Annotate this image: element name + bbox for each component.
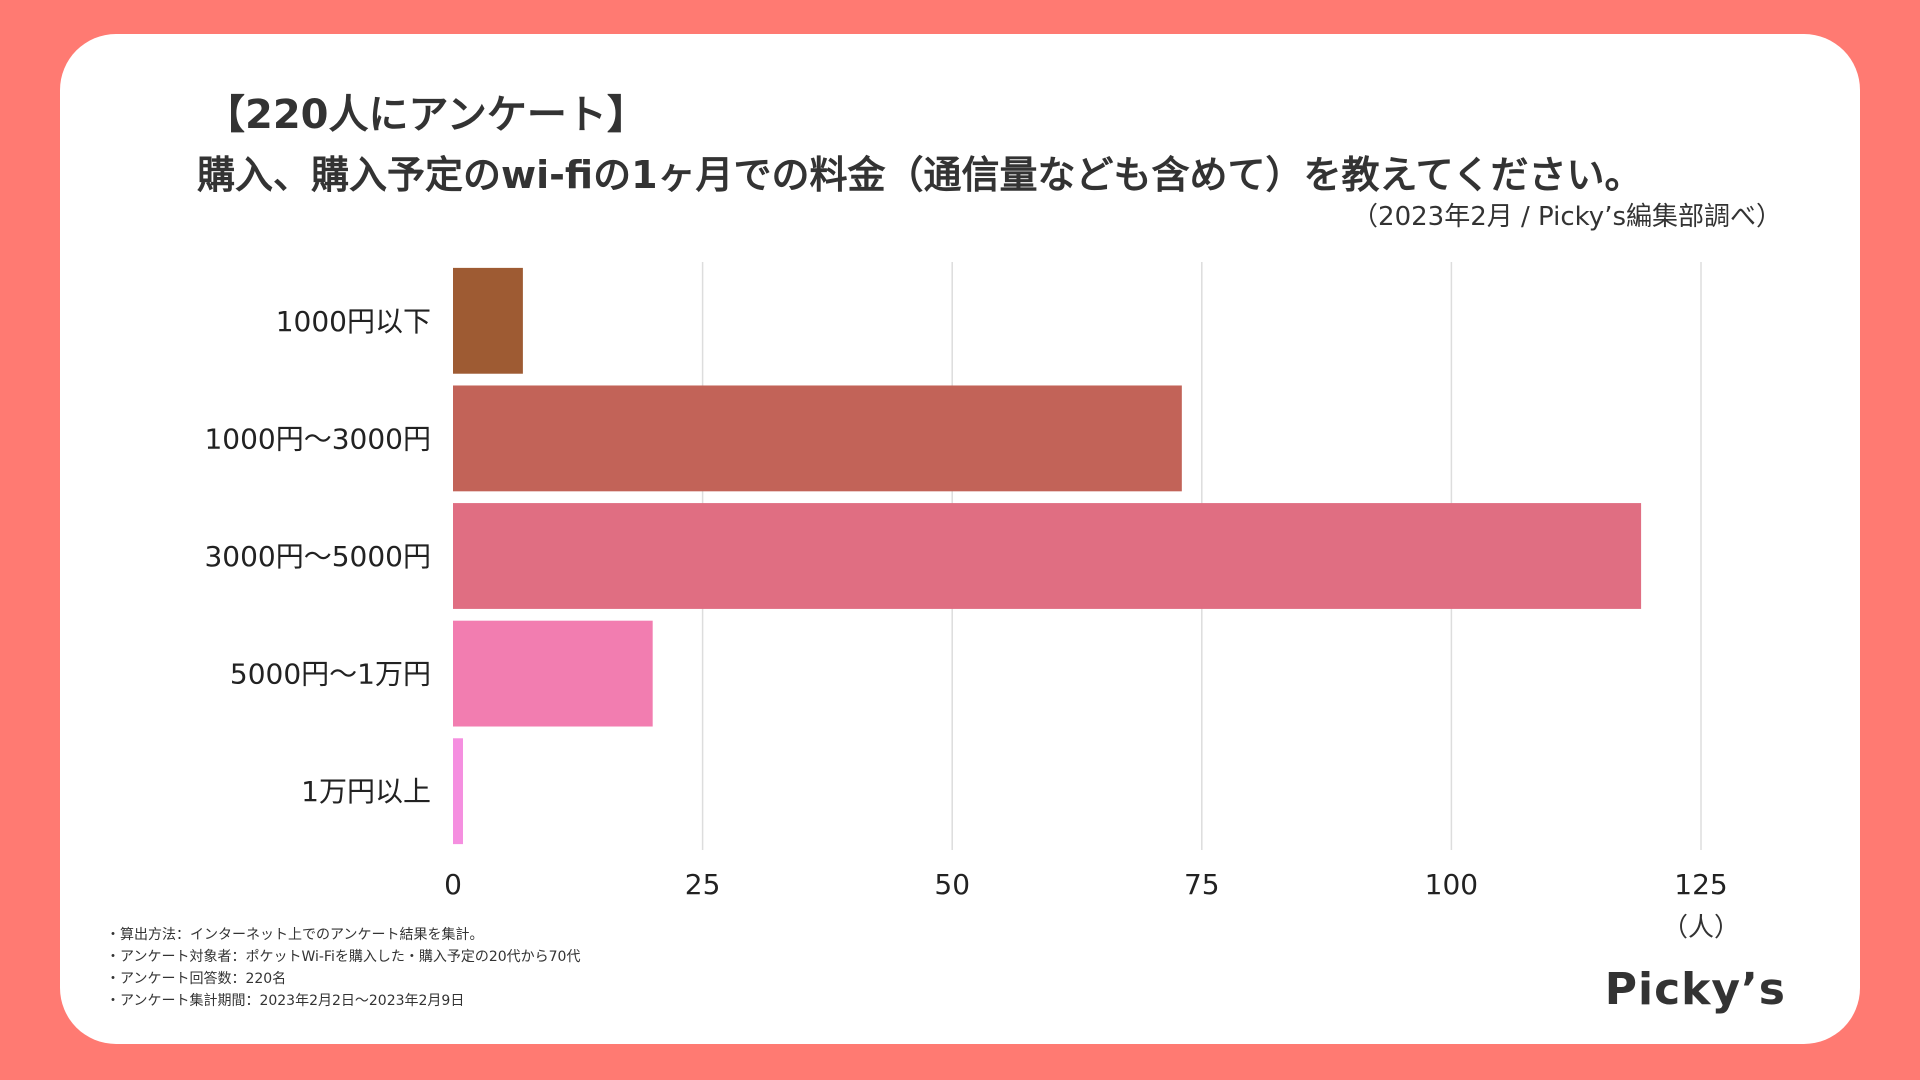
notes: ・算出方法：インターネット上でのアンケート結果を集計。 ・アンケート対象者：ポケ… <box>106 924 580 1012</box>
chart-source: （2023年2月 / Picky’s編集部調べ） <box>1352 202 1782 232</box>
note-method: ・算出方法：インターネット上でのアンケート結果を集計。 <box>106 927 484 943</box>
chart-title-line2: 購入、購入予定のwi-fiの1ヶ月での料金（通信量なども含めて）を教えてください… <box>197 153 1643 197</box>
note-target: ・アンケート対象者：ポケットWi-Fiを購入した・購入予定の20代から70代 <box>106 949 581 965</box>
category-label: 1万円以上 <box>301 775 431 808</box>
category-label: 1000円〜3000円 <box>204 422 431 455</box>
bars <box>453 267 1642 845</box>
x-tick-label: 125 <box>1674 868 1727 901</box>
category-labels: 1000円以下 1000円〜3000円 3000円〜5000円 5000円〜1万円 1万… <box>204 305 431 808</box>
bar-chart: 1000円以下 1000円〜3000円 3000円〜5000円 5000円〜1万円 1万… <box>204 262 1740 943</box>
bar-5 <box>453 738 463 845</box>
x-tick-label: 25 <box>685 868 721 901</box>
x-tick-label: 50 <box>934 868 970 901</box>
bar-4 <box>453 620 653 727</box>
category-label: 5000円〜1万円 <box>230 658 431 691</box>
x-tick-label: 75 <box>1184 868 1220 901</box>
bar-2 <box>453 385 1182 492</box>
picky-s-logo: Picky’s <box>1604 964 1786 1015</box>
category-label: 3000円〜5000円 <box>204 540 431 573</box>
bar-1 <box>453 267 523 374</box>
category-label: 1000円以下 <box>276 305 431 338</box>
tick-labels: 0 25 50 75 100 125 <box>444 868 1728 901</box>
note-period: ・アンケート集計期間：2023年2月2日〜2023年2月9日 <box>106 993 465 1009</box>
unit-label: （人） <box>1662 913 1740 943</box>
bar-3 <box>453 503 1642 609</box>
x-tick-label: 0 <box>444 868 462 901</box>
x-tick-label: 100 <box>1425 868 1478 901</box>
note-count: ・アンケート回答数：220名 <box>106 971 287 987</box>
chart-title-line1: 【220人にアンケート】 <box>205 92 647 138</box>
chart-card: 【220人にアンケート】 購入、購入予定のwi-fiの1ヶ月での料金（通信量など… <box>60 34 1860 1044</box>
